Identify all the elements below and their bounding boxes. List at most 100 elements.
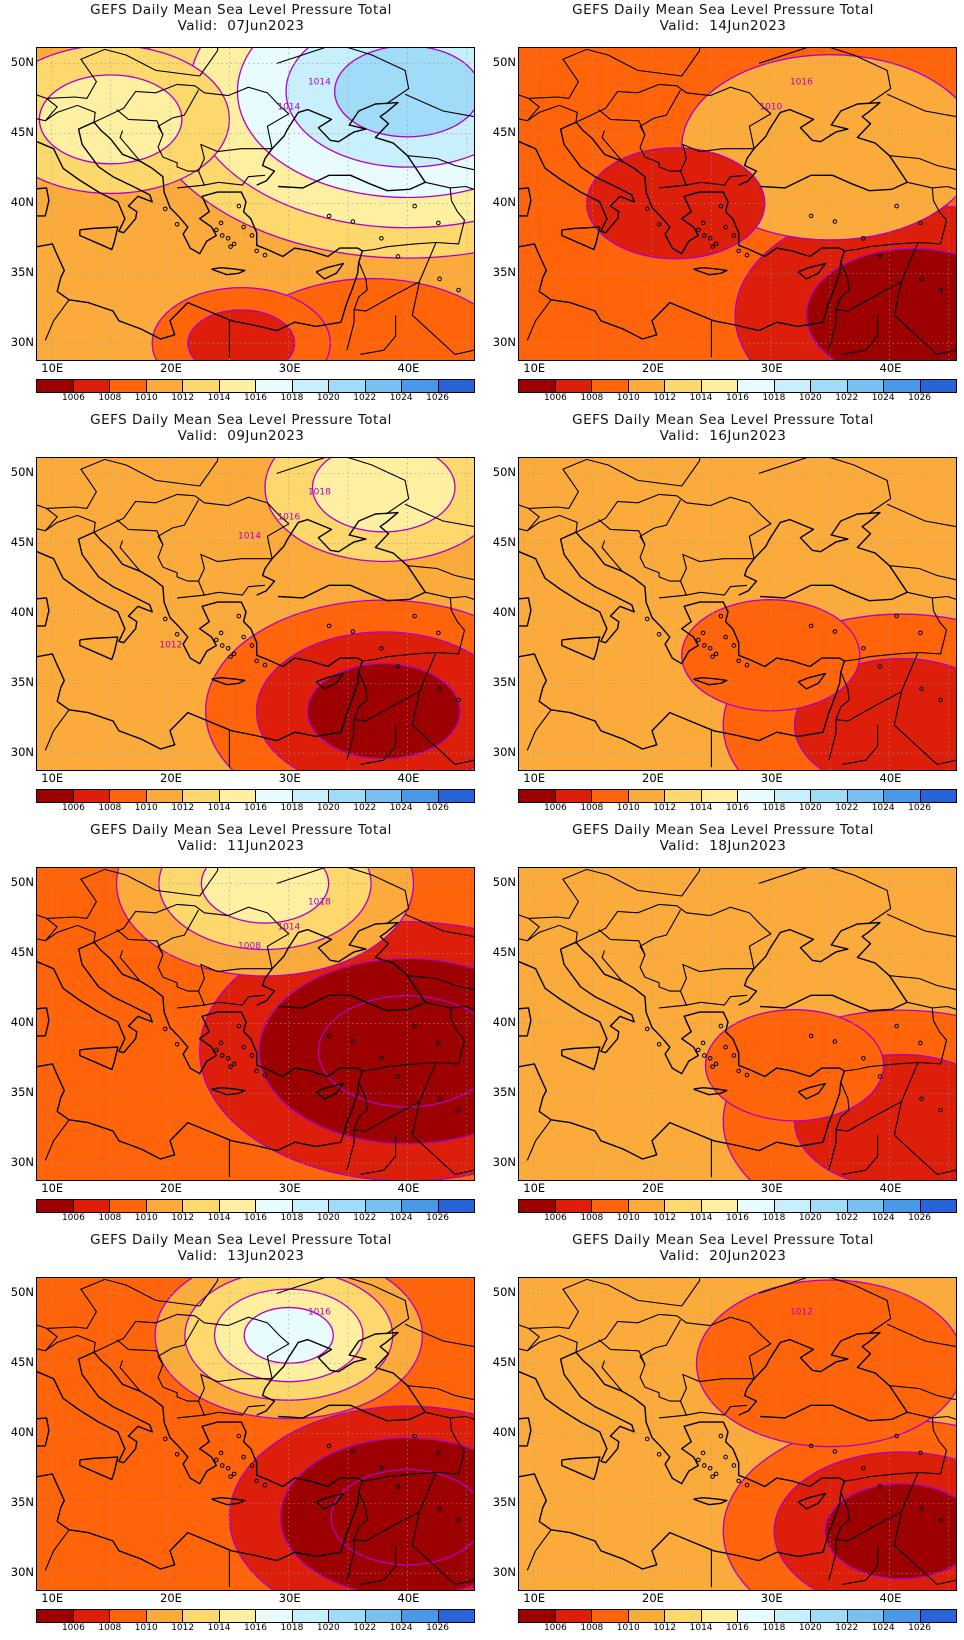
latitude-label: 50N: [492, 875, 516, 890]
colorbar-swatch: [110, 1610, 147, 1622]
colorbar-level-label: 1010: [616, 1213, 640, 1223]
panel-title: GEFS Daily Mean Sea Level Pressure Total…: [482, 1232, 964, 1264]
colorbar: [36, 379, 475, 393]
country-border: [354, 1472, 437, 1542]
country-border: [37, 914, 58, 942]
country-border: [407, 565, 474, 581]
colorbar-level-label: 1010: [134, 393, 158, 403]
contour-label: 1016: [790, 78, 813, 88]
pressure-contour-band: [805, 247, 956, 360]
country-border: [44, 1119, 70, 1161]
country-border: [686, 994, 748, 1006]
country-border: [359, 315, 397, 355]
island-outline: [350, 629, 356, 634]
colorbar-level-label: 1026: [426, 1623, 450, 1633]
colorbar-swatch: [884, 1200, 921, 1212]
colorbar-swatch: [292, 1610, 329, 1622]
coastline: [37, 1351, 363, 1488]
colorbar-swatch: [592, 1200, 629, 1212]
island-outline: [436, 220, 441, 226]
island-outline: [225, 235, 231, 241]
country-border: [886, 93, 956, 118]
country-border: [758, 48, 892, 105]
country-border: [362, 187, 466, 252]
colorbar-level-label: 1014: [689, 393, 713, 403]
longitude-label: 20E: [642, 361, 664, 375]
panel-valid-date: Valid: 09Jun2023: [177, 428, 305, 444]
country-border: [889, 1385, 956, 1401]
island-outline: [174, 1041, 180, 1047]
island-outline: [710, 654, 715, 659]
colorbar-level-label: 1014: [689, 803, 713, 813]
country-border: [425, 591, 474, 600]
panel-valid-date: Valid: 20Jun2023: [659, 1248, 787, 1264]
longitude-label: 20E: [160, 1591, 182, 1605]
latitude-label: 40N: [10, 1425, 34, 1440]
colorbar-level-label: 1022: [835, 1213, 859, 1223]
colorbar-swatch: [811, 380, 848, 392]
colorbar-swatch: [738, 380, 775, 392]
colorbar-level-label: 1026: [908, 1623, 932, 1633]
coastline: [693, 1086, 728, 1096]
country-border: [199, 868, 219, 897]
country-border: [680, 963, 755, 992]
latitude-label: 30N: [492, 1565, 516, 1580]
contour-label: 1016: [277, 513, 300, 523]
island-outline: [718, 1023, 724, 1029]
colorbar-level-label: 1022: [835, 393, 859, 403]
latitude-label: 30N: [492, 745, 516, 760]
country-border: [204, 584, 266, 596]
colorbar-level-label: 1008: [98, 1623, 122, 1633]
country-border: [601, 540, 635, 579]
colorbar-swatch: [811, 790, 848, 802]
colorbar-swatch: [110, 790, 147, 802]
colorbar-swatch: [256, 790, 293, 802]
country-border: [758, 868, 892, 925]
colorbar-swatch: [365, 380, 402, 392]
colorbar-level-label: 1024: [871, 393, 895, 403]
country-border: [362, 1417, 466, 1482]
island-outline: [696, 637, 701, 643]
island-outline: [861, 235, 866, 241]
island-outline: [241, 224, 246, 230]
colorbar-swatch: [701, 1200, 738, 1212]
island-outline: [395, 254, 401, 259]
colorbar-level-label: 1020: [316, 1213, 340, 1223]
colorbar-level-label: 1022: [353, 393, 377, 403]
colorbar: [36, 1609, 475, 1623]
coastline: [797, 1492, 827, 1510]
island-outline: [412, 1023, 417, 1029]
latitude-label: 45N: [492, 125, 516, 140]
country-border: [425, 1001, 474, 1010]
colorbar-swatch: [37, 1610, 74, 1622]
colorbar-level-label: 1008: [98, 393, 122, 403]
contour-label: 1012: [790, 1308, 813, 1318]
latitude-label: 45N: [10, 1355, 34, 1370]
country-border: [575, 903, 677, 943]
forecast-panel: GEFS Daily Mean Sea Level Pressure Total…: [482, 1230, 964, 1640]
pressure-field: 1012: [519, 1278, 956, 1590]
country-border: [37, 94, 58, 122]
island-outline: [437, 1506, 442, 1512]
country-border: [598, 929, 646, 955]
pressure-field: 1018 1014 1008: [37, 868, 474, 1180]
longitude-label: 10E: [523, 1591, 546, 1605]
country-border: [886, 503, 956, 528]
country-border: [758, 458, 892, 515]
island-outline: [861, 1055, 866, 1061]
pressure-field: 1016 1010: [519, 48, 956, 360]
island-outline: [744, 1482, 750, 1488]
colorbar-swatch: [920, 1610, 956, 1622]
island-outline: [710, 244, 715, 249]
country-border: [204, 1404, 266, 1416]
colorbar-swatch: [329, 380, 366, 392]
country-border: [411, 1101, 474, 1175]
island-outline: [894, 613, 899, 619]
latitude-label: 30N: [492, 335, 516, 350]
island-outline: [395, 1074, 401, 1079]
country-border: [119, 540, 153, 579]
colorbar-level-label: 1006: [543, 1213, 567, 1223]
country-border: [37, 504, 58, 532]
colorbar-level-label: 1026: [426, 1213, 450, 1223]
colorbar-level-label: 1010: [616, 803, 640, 813]
